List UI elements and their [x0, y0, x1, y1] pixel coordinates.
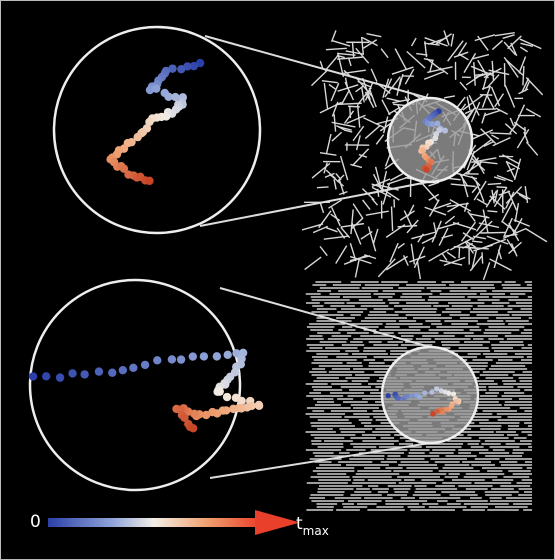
- bead: [451, 391, 456, 396]
- bead: [56, 373, 64, 381]
- bead: [420, 147, 426, 153]
- bead: [152, 84, 160, 92]
- bead: [145, 177, 153, 185]
- bead: [119, 366, 127, 374]
- bead: [95, 367, 103, 375]
- bead: [177, 355, 185, 363]
- bead: [42, 372, 50, 380]
- bead: [429, 390, 434, 395]
- bead: [429, 121, 435, 127]
- bead: [68, 369, 76, 377]
- page: 0 tmax (() => { const data = JSON.parse(…: [0, 0, 555, 560]
- bead: [409, 393, 414, 398]
- bead: [442, 128, 448, 134]
- bead: [168, 355, 176, 363]
- bead: [430, 411, 435, 416]
- magnified-circle-top: [54, 27, 260, 233]
- bead: [255, 402, 263, 410]
- bead: [153, 356, 161, 364]
- bead: [417, 394, 422, 399]
- rod: [497, 187, 507, 188]
- bead: [108, 369, 116, 377]
- bead: [422, 390, 427, 395]
- bead: [423, 167, 429, 173]
- rod: [459, 247, 460, 258]
- bead: [177, 65, 185, 73]
- bead: [446, 391, 451, 396]
- bead: [216, 387, 224, 395]
- figure: 0 tmax: [0, 0, 555, 560]
- bead: [213, 352, 221, 360]
- rod: [317, 187, 329, 188]
- bead: [434, 386, 439, 391]
- bead: [200, 352, 208, 360]
- bead: [80, 370, 88, 378]
- bead: [189, 352, 197, 360]
- bead: [224, 351, 232, 359]
- bead: [223, 393, 231, 401]
- bead: [189, 424, 197, 432]
- rod: [480, 232, 505, 233]
- max-label-subscript: max: [303, 524, 329, 538]
- bead: [129, 364, 137, 372]
- magnified-circle-bottom: [30, 280, 240, 490]
- rod: [523, 66, 524, 85]
- bead: [386, 393, 391, 398]
- bead: [171, 93, 179, 101]
- rod: [482, 252, 483, 263]
- bead: [229, 405, 237, 413]
- bead: [444, 406, 449, 411]
- bead: [141, 361, 149, 369]
- colorbar: [48, 518, 260, 527]
- bead: [404, 394, 409, 399]
- bead: [29, 372, 37, 380]
- bead: [434, 121, 440, 127]
- bead: [396, 396, 401, 401]
- colorbar-min-label: 0: [30, 512, 41, 532]
